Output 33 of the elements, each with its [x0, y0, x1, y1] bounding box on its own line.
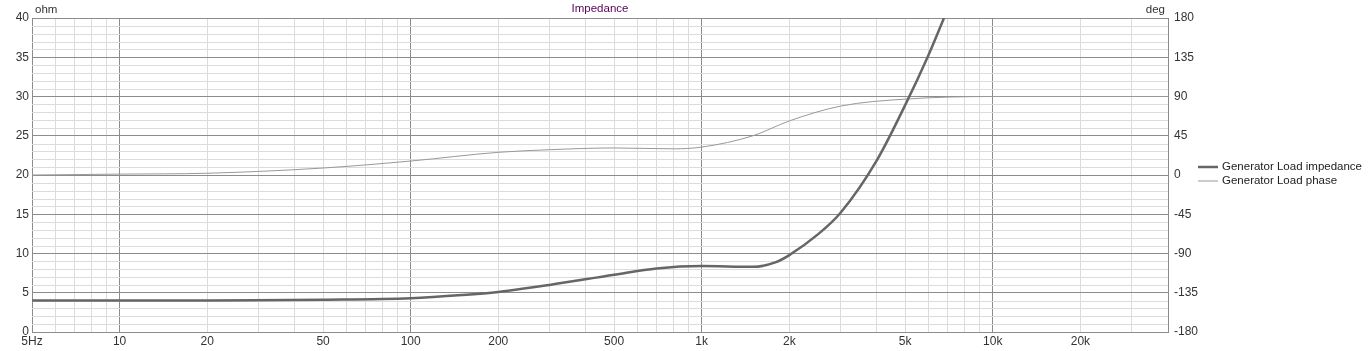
x-tick-label: 2k	[782, 333, 797, 348]
x-tick-label: 1k	[695, 333, 710, 348]
x-tick-label: 100	[400, 333, 421, 348]
x-tick-label: 50	[316, 333, 331, 348]
x-tick-label: 200	[488, 333, 509, 348]
y2-tick-label: -90	[1174, 245, 1192, 260]
y-tick-label: 30	[15, 88, 30, 103]
y2-axis-title: deg	[1145, 3, 1165, 16]
y-tick-label: 40	[15, 10, 30, 25]
y2-tick-label: 0	[1174, 167, 1181, 182]
x-tick-label: 500	[604, 333, 625, 348]
x-tick-label: 5k	[898, 333, 913, 348]
y-tick-label: 25	[15, 128, 30, 143]
y-tick-label: 10	[15, 245, 30, 260]
y-axis-title: ohm	[35, 3, 58, 16]
y-tick-label: 35	[15, 49, 30, 64]
y-tick-label: 5	[22, 285, 30, 300]
y-tick-label: 20	[15, 167, 30, 182]
x-tick-label: 10	[112, 333, 127, 348]
x-tick-label: 20	[200, 333, 215, 348]
y-tick-label: 15	[15, 206, 30, 221]
legend-label: Generator Load impedance	[1222, 160, 1363, 173]
y2-tick-label: -45	[1174, 206, 1192, 221]
chart-title: Impedance	[571, 2, 629, 15]
y2-tick-label: 90	[1174, 88, 1188, 103]
legend-label: Generator Load phase	[1222, 174, 1338, 187]
y2-tick-label: -135	[1174, 285, 1199, 300]
y2-tick-label: 45	[1174, 128, 1188, 143]
x-tick-label: 20k	[1070, 333, 1092, 348]
y2-tick-label: -180	[1174, 324, 1199, 339]
y2-tick-label: 135	[1174, 49, 1195, 64]
x-tick-label: 10k	[983, 333, 1004, 348]
y2-tick-label: 180	[1174, 10, 1195, 25]
